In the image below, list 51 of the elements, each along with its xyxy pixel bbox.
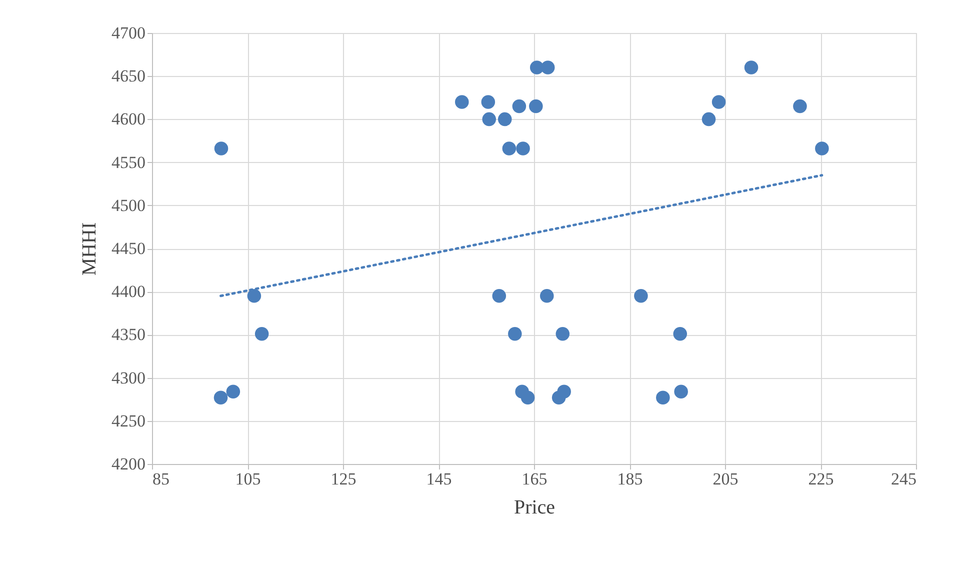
y-tick-label: 4700 bbox=[112, 24, 146, 42]
point bbox=[482, 112, 496, 126]
x-tick-label: 145 bbox=[426, 470, 452, 488]
x-tick-label: 245 bbox=[891, 470, 916, 488]
point bbox=[702, 112, 716, 126]
y-tick-label: 4350 bbox=[112, 325, 146, 344]
point bbox=[512, 99, 526, 114]
y-tick-label: 4300 bbox=[112, 368, 146, 388]
x-tick-label: 165 bbox=[522, 470, 548, 488]
point bbox=[492, 289, 506, 303]
y-tick-label: 4550 bbox=[112, 152, 146, 172]
point bbox=[214, 390, 228, 405]
y-axis-title: MHHI bbox=[78, 222, 100, 276]
point bbox=[712, 95, 726, 109]
x-tick-label: 85 bbox=[152, 470, 170, 488]
y-tick-label: 4250 bbox=[112, 411, 146, 430]
point bbox=[656, 390, 670, 405]
x-tick-label: 125 bbox=[330, 470, 356, 488]
x-tick-label: 105 bbox=[235, 470, 261, 488]
point bbox=[556, 326, 570, 341]
point bbox=[540, 289, 554, 303]
point bbox=[520, 390, 535, 405]
point bbox=[508, 326, 522, 341]
point bbox=[793, 99, 807, 114]
x-tick-label: 205 bbox=[712, 470, 738, 488]
point bbox=[634, 289, 648, 303]
y-tick-label: 4500 bbox=[112, 196, 146, 215]
x-tick-label: 185 bbox=[617, 470, 643, 488]
x-tick-label: 225 bbox=[808, 470, 834, 488]
y-tick-label: 4650 bbox=[112, 66, 146, 86]
y-tick-label: 4600 bbox=[112, 110, 146, 129]
point bbox=[226, 384, 240, 398]
point bbox=[540, 60, 555, 74]
point bbox=[481, 95, 496, 109]
y-tick-label: 4200 bbox=[112, 454, 146, 474]
y-tick-label: 4450 bbox=[112, 239, 146, 258]
point bbox=[815, 142, 829, 156]
point bbox=[498, 112, 512, 126]
point bbox=[247, 289, 262, 303]
point bbox=[674, 384, 688, 398]
point bbox=[214, 142, 228, 156]
point bbox=[744, 60, 758, 74]
point bbox=[557, 384, 571, 398]
point bbox=[516, 142, 530, 156]
point bbox=[673, 326, 688, 341]
x-axis-title: Price bbox=[514, 496, 556, 518]
y-tick-label: 4400 bbox=[112, 282, 146, 302]
point bbox=[502, 142, 516, 156]
point bbox=[455, 95, 469, 109]
point bbox=[254, 326, 269, 341]
point bbox=[529, 99, 543, 114]
